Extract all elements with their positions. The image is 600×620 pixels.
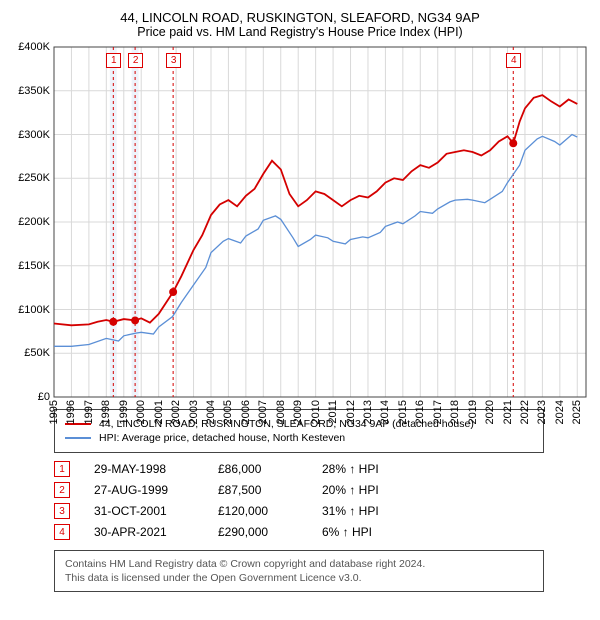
x-tick-label: 2020 <box>484 400 496 424</box>
sale-pct: 31% ↑ HPI <box>322 504 412 518</box>
sale-pct: 6% ↑ HPI <box>322 525 412 539</box>
chart-subtitle: Price paid vs. HM Land Registry's House … <box>14 25 586 39</box>
x-tick-label: 1997 <box>83 400 95 424</box>
x-tick-label: 1999 <box>118 400 130 424</box>
x-tick-label: 2024 <box>554 400 566 424</box>
footer-attribution: Contains HM Land Registry data © Crown c… <box>54 550 544 592</box>
title-block: 44, LINCOLN ROAD, RUSKINGTON, SLEAFORD, … <box>14 10 586 39</box>
sale-num-box: 1 <box>54 461 70 477</box>
x-tick-label: 2002 <box>170 400 182 424</box>
sale-pct: 28% ↑ HPI <box>322 462 412 476</box>
y-tick-label: £300K <box>18 129 50 141</box>
x-tick-label: 2016 <box>414 400 426 424</box>
x-tick-label: 2005 <box>222 400 234 424</box>
legend-label-hpi: HPI: Average price, detached house, Nort… <box>99 432 345 444</box>
sale-num-box: 3 <box>54 503 70 519</box>
sale-date: 31-OCT-2001 <box>94 504 194 518</box>
x-tick-label: 2013 <box>362 400 374 424</box>
x-tick-label: 2009 <box>292 400 304 424</box>
x-tick-label: 2015 <box>397 400 409 424</box>
y-tick-label: £100K <box>18 304 50 316</box>
sale-pct: 20% ↑ HPI <box>322 483 412 497</box>
y-tick-label: £200K <box>18 216 50 228</box>
sale-row: 2 27-AUG-1999 £87,500 20% ↑ HPI <box>54 482 586 498</box>
sale-price: £290,000 <box>218 525 298 539</box>
sale-marker-box: 4 <box>506 53 521 68</box>
x-tick-label: 2006 <box>240 400 252 424</box>
sales-table: 1 29-MAY-1998 £86,000 28% ↑ HPI 2 27-AUG-1999… <box>54 461 586 540</box>
x-tick-label: 2011 <box>327 400 339 424</box>
sale-marker-box: 2 <box>128 53 143 68</box>
x-tick-label: 2025 <box>571 400 583 424</box>
legend-swatch-hpi <box>65 437 91 439</box>
x-tick-label: 2023 <box>536 400 548 424</box>
x-tick-label: 2017 <box>432 400 444 424</box>
sale-date: 27-AUG-1999 <box>94 483 194 497</box>
sale-marker-box: 1 <box>106 53 121 68</box>
x-tick-label: 2008 <box>275 400 287 424</box>
x-tick-label: 2021 <box>502 400 514 424</box>
x-tick-label: 2000 <box>135 400 147 424</box>
y-tick-label: £150K <box>18 260 50 272</box>
chart-plot: £0£50K£100K£150K£200K£250K£300K£350K£400… <box>54 47 586 397</box>
y-tick-label: £250K <box>18 172 50 184</box>
x-tick-label: 2010 <box>310 400 322 424</box>
sale-num-box: 2 <box>54 482 70 498</box>
x-tick-label: 2001 <box>153 400 165 424</box>
x-tick-label: 1996 <box>65 400 77 424</box>
chart-container: 44, LINCOLN ROAD, RUSKINGTON, SLEAFORD, … <box>0 0 600 600</box>
x-tick-label: 1998 <box>100 400 112 424</box>
sale-date: 30-APR-2021 <box>94 525 194 539</box>
sale-num-box: 4 <box>54 524 70 540</box>
x-tick-label: 2022 <box>519 400 531 424</box>
x-tick-label: 2018 <box>449 400 461 424</box>
sale-price: £86,000 <box>218 462 298 476</box>
y-tick-label: £400K <box>18 41 50 53</box>
sale-price: £87,500 <box>218 483 298 497</box>
y-tick-label: £350K <box>18 85 50 97</box>
sale-row: 1 29-MAY-1998 £86,000 28% ↑ HPI <box>54 461 586 477</box>
sale-row: 3 31-OCT-2001 £120,000 31% ↑ HPI <box>54 503 586 519</box>
x-tick-label: 2014 <box>379 400 391 424</box>
x-tick-label: 2012 <box>345 400 357 424</box>
footer-line2: This data is licensed under the Open Gov… <box>65 571 533 585</box>
sale-price: £120,000 <box>218 504 298 518</box>
x-tick-label: 1995 <box>48 400 60 424</box>
x-tick-label: 2004 <box>205 400 217 424</box>
x-tick-label: 2003 <box>188 400 200 424</box>
footer-line1: Contains HM Land Registry data © Crown c… <box>65 557 533 571</box>
sale-marker-box: 3 <box>166 53 181 68</box>
x-tick-label: 2019 <box>467 400 479 424</box>
sale-row: 4 30-APR-2021 £290,000 6% ↑ HPI <box>54 524 586 540</box>
chart-title: 44, LINCOLN ROAD, RUSKINGTON, SLEAFORD, … <box>14 10 586 25</box>
sale-date: 29-MAY-1998 <box>94 462 194 476</box>
y-tick-label: £50K <box>24 347 50 359</box>
legend-item-hpi: HPI: Average price, detached house, Nort… <box>65 432 533 444</box>
x-tick-label: 2007 <box>257 400 269 424</box>
